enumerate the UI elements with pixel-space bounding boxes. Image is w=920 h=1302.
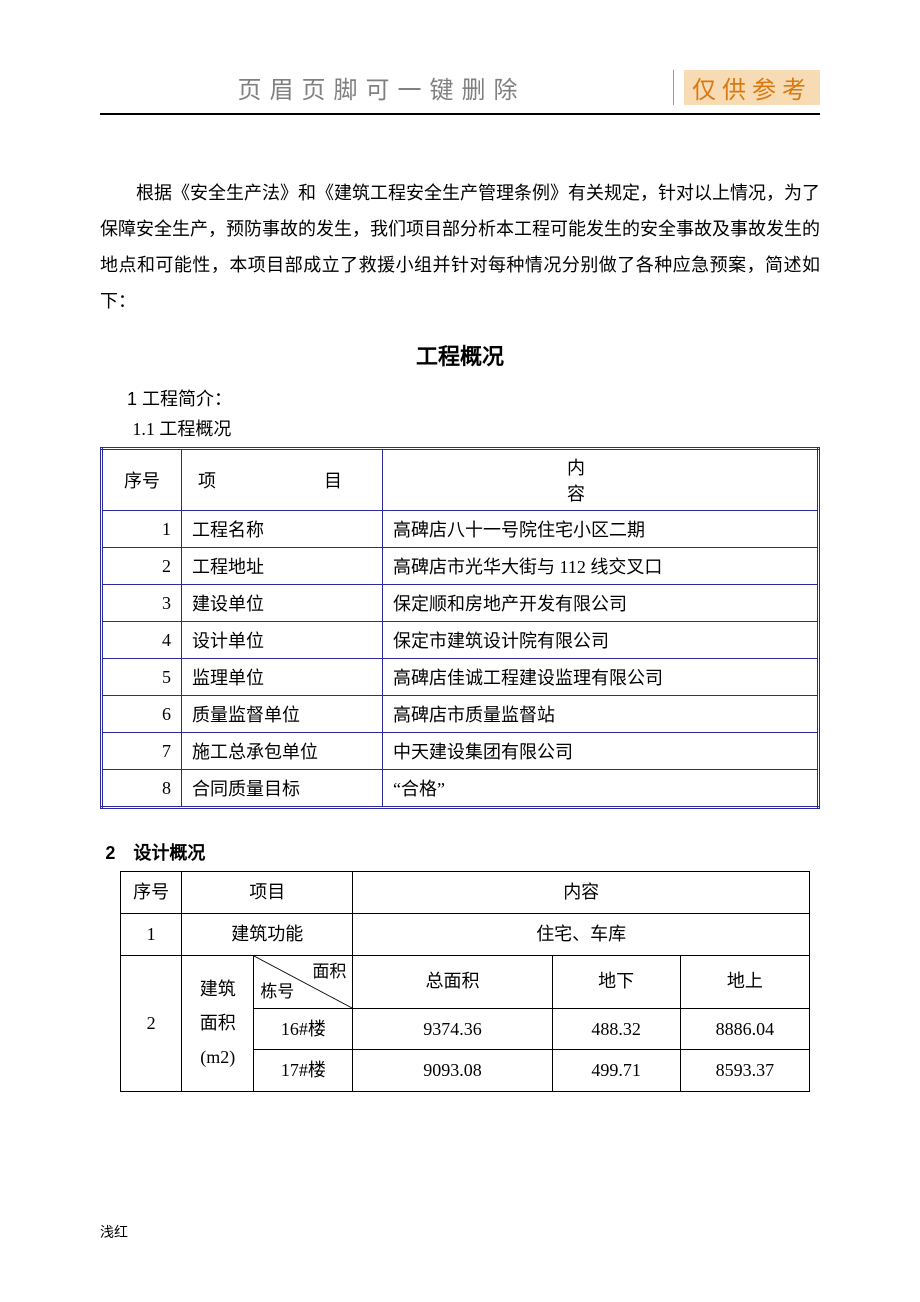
cell-above: 8886.04 (680, 1008, 809, 1050)
diag-top-label: 面积 (312, 958, 346, 985)
diag-bottom-label: 栋号 (260, 978, 294, 1005)
header-separator (673, 70, 674, 105)
cell-seq: 6 (102, 696, 182, 733)
subheading-1: 1 工程简介： (127, 385, 820, 411)
intro-paragraph: 根据《安全生产法》和《建筑工程安全生产管理条例》有关规定，针对以上情况，为了保障… (100, 175, 820, 319)
cell-seq: 2 (121, 955, 182, 1092)
cell-seq: 4 (102, 622, 182, 659)
cell-item: 监理单位 (182, 659, 383, 696)
cell-content: 保定顺和房地产开发有限公司 (383, 585, 819, 622)
table-row: 6 质量监督单位 高碑店市质量监督站 (102, 696, 819, 733)
cell-item: 合同质量目标 (182, 770, 383, 808)
cell-building-name: 16#楼 (254, 1008, 353, 1050)
cell-content: 住宅、车库 (353, 913, 810, 955)
subheading-1-1: 1.1 工程概况 (132, 415, 820, 441)
table-row: 2 建筑面积(m2) 面积 栋号 总面积 地下 地上 (121, 955, 810, 1008)
header-left-text: 页眉页脚可一键删除 (100, 70, 663, 105)
header-rule (100, 113, 820, 115)
project-overview-table: 序号 项 目 内 容 1 工程名称 高碑店八十一号院住宅小区二期 2 工程地址 … (100, 447, 820, 809)
cell-content: 高碑店市质量监督站 (383, 696, 819, 733)
design-overview-table: 序号 项目 内容 1 建筑功能 住宅、车库 2 建筑面积(m2) 面积 栋号 (120, 871, 810, 1092)
cell-seq: 5 (102, 659, 182, 696)
cell-seq: 8 (102, 770, 182, 808)
cell-content: 高碑店市光华大街与 112 线交叉口 (383, 548, 819, 585)
cell-content: 高碑店八十一号院住宅小区二期 (383, 511, 819, 548)
cell-item-label: 建筑面积(m2) (182, 955, 254, 1092)
table-row: 1 工程名称 高碑店八十一号院住宅小区二期 (102, 511, 819, 548)
cell-seq: 2 (102, 548, 182, 585)
cell-above: 8593.37 (680, 1050, 809, 1092)
cell-underground: 488.32 (552, 1008, 680, 1050)
cell-item: 建筑功能 (182, 913, 353, 955)
table-header-row: 序号 项 目 内 容 (102, 449, 819, 511)
cell-seq: 1 (102, 511, 182, 548)
table-row: 3 建设单位 保定顺和房地产开发有限公司 (102, 585, 819, 622)
col-content-header: 内 容 (383, 449, 819, 511)
cell-content: 高碑店佳诚工程建设监理有限公司 (383, 659, 819, 696)
diagonal-header-cell: 面积 栋号 (254, 955, 353, 1008)
col-seq-header: 序号 (102, 449, 182, 511)
footer-text: 浅红 (100, 1222, 128, 1242)
table-header-row: 序号 项目 内容 (121, 872, 810, 914)
subheading-2: 2 设计概况 (105, 839, 820, 865)
design-overview-section: 2 设计概况 序号 项目 内容 1 建筑功能 住宅、车库 2 建筑面积(m2) … (100, 839, 820, 1092)
cell-seq: 1 (121, 913, 182, 955)
section-title: 工程概况 (100, 339, 820, 371)
cell-building-name: 17#楼 (254, 1050, 353, 1092)
cell-total: 9374.36 (353, 1008, 552, 1050)
cell-seq: 7 (102, 733, 182, 770)
cell-item: 工程名称 (182, 511, 383, 548)
cell-item: 施工总承包单位 (182, 733, 383, 770)
table-row: 4 设计单位 保定市建筑设计院有限公司 (102, 622, 819, 659)
page-header: 页眉页脚可一键删除 仅供参考 (100, 70, 820, 111)
table-row: 8 合同质量目标 “合格” (102, 770, 819, 808)
col-item-header: 项目 (182, 872, 353, 914)
cell-item: 质量监督单位 (182, 696, 383, 733)
subhead-underground: 地下 (552, 955, 680, 1008)
cell-underground: 499.71 (552, 1050, 680, 1092)
cell-item: 工程地址 (182, 548, 383, 585)
table-row: 1 建筑功能 住宅、车库 (121, 913, 810, 955)
cell-content: “合格” (383, 770, 819, 808)
cell-content: 保定市建筑设计院有限公司 (383, 622, 819, 659)
col-item-header: 项 目 (182, 449, 383, 511)
document-page: 页眉页脚可一键删除 仅供参考 根据《安全生产法》和《建筑工程安全生产管理条例》有… (0, 0, 920, 1302)
cell-item: 设计单位 (182, 622, 383, 659)
cell-seq: 3 (102, 585, 182, 622)
col-content-header: 内容 (353, 872, 810, 914)
cell-content: 中天建设集团有限公司 (383, 733, 819, 770)
cell-total: 9093.08 (353, 1050, 552, 1092)
table-row: 7 施工总承包单位 中天建设集团有限公司 (102, 733, 819, 770)
header-badge: 仅供参考 (684, 70, 820, 105)
table-row: 5 监理单位 高碑店佳诚工程建设监理有限公司 (102, 659, 819, 696)
cell-item: 建设单位 (182, 585, 383, 622)
col-seq-header: 序号 (121, 872, 182, 914)
subhead-total: 总面积 (353, 955, 552, 1008)
table-row: 2 工程地址 高碑店市光华大街与 112 线交叉口 (102, 548, 819, 585)
subhead-above: 地上 (680, 955, 809, 1008)
